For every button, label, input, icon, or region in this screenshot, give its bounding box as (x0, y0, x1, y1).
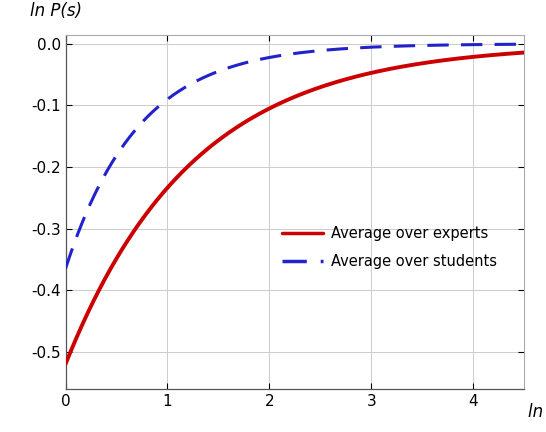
Average over students (521, 41, 527, 47)
Average over students (423, 43, 430, 48)
Y-axis label: ln P(s): ln P(s) (31, 3, 82, 20)
Average over experts (285, 97, 292, 102)
Average over experts (508, 51, 514, 56)
Average over experts (507, 51, 514, 56)
Average over experts (62, 362, 69, 367)
Average over students (62, 266, 69, 271)
Average over experts (423, 60, 430, 65)
Average over experts (86, 308, 92, 313)
Average over students (508, 42, 514, 47)
Average over experts (273, 102, 280, 108)
Average over students (273, 54, 280, 59)
Line: Average over students: Average over students (66, 44, 524, 269)
Legend: Average over experts, Average over students: Average over experts, Average over stude… (276, 220, 503, 275)
Line: Average over experts: Average over experts (66, 53, 524, 364)
Average over experts (521, 50, 527, 55)
Average over students (507, 42, 514, 47)
X-axis label: ln s: ln s (528, 403, 546, 421)
Average over students (86, 204, 92, 210)
Average over students (285, 52, 292, 57)
